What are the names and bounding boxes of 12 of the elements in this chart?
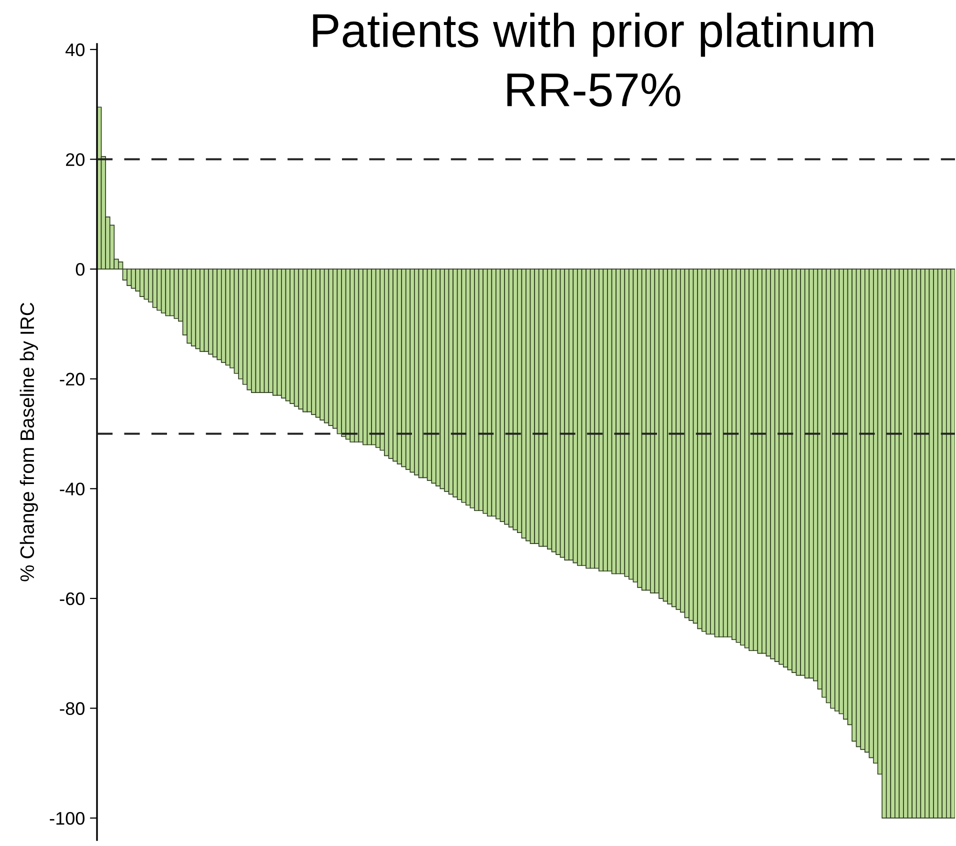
bar <box>950 268 955 818</box>
y-tick-label: 40 <box>66 43 84 56</box>
y-tick-label: -80 <box>60 702 84 715</box>
y-tick-label: 20 <box>66 153 84 166</box>
y-tick-label: -60 <box>60 592 84 606</box>
y-axis-title: % Change from Baseline by IRC <box>20 302 38 582</box>
chart-title: Patients with prior platinum <box>313 12 874 57</box>
y-tick-label: -40 <box>60 482 84 496</box>
chart-subtitle: RR-57% <box>507 73 680 107</box>
y-tick-label: -20 <box>60 372 84 386</box>
y-tick-label: -100 <box>50 812 84 825</box>
y-tick-label: 0 <box>76 263 84 276</box>
